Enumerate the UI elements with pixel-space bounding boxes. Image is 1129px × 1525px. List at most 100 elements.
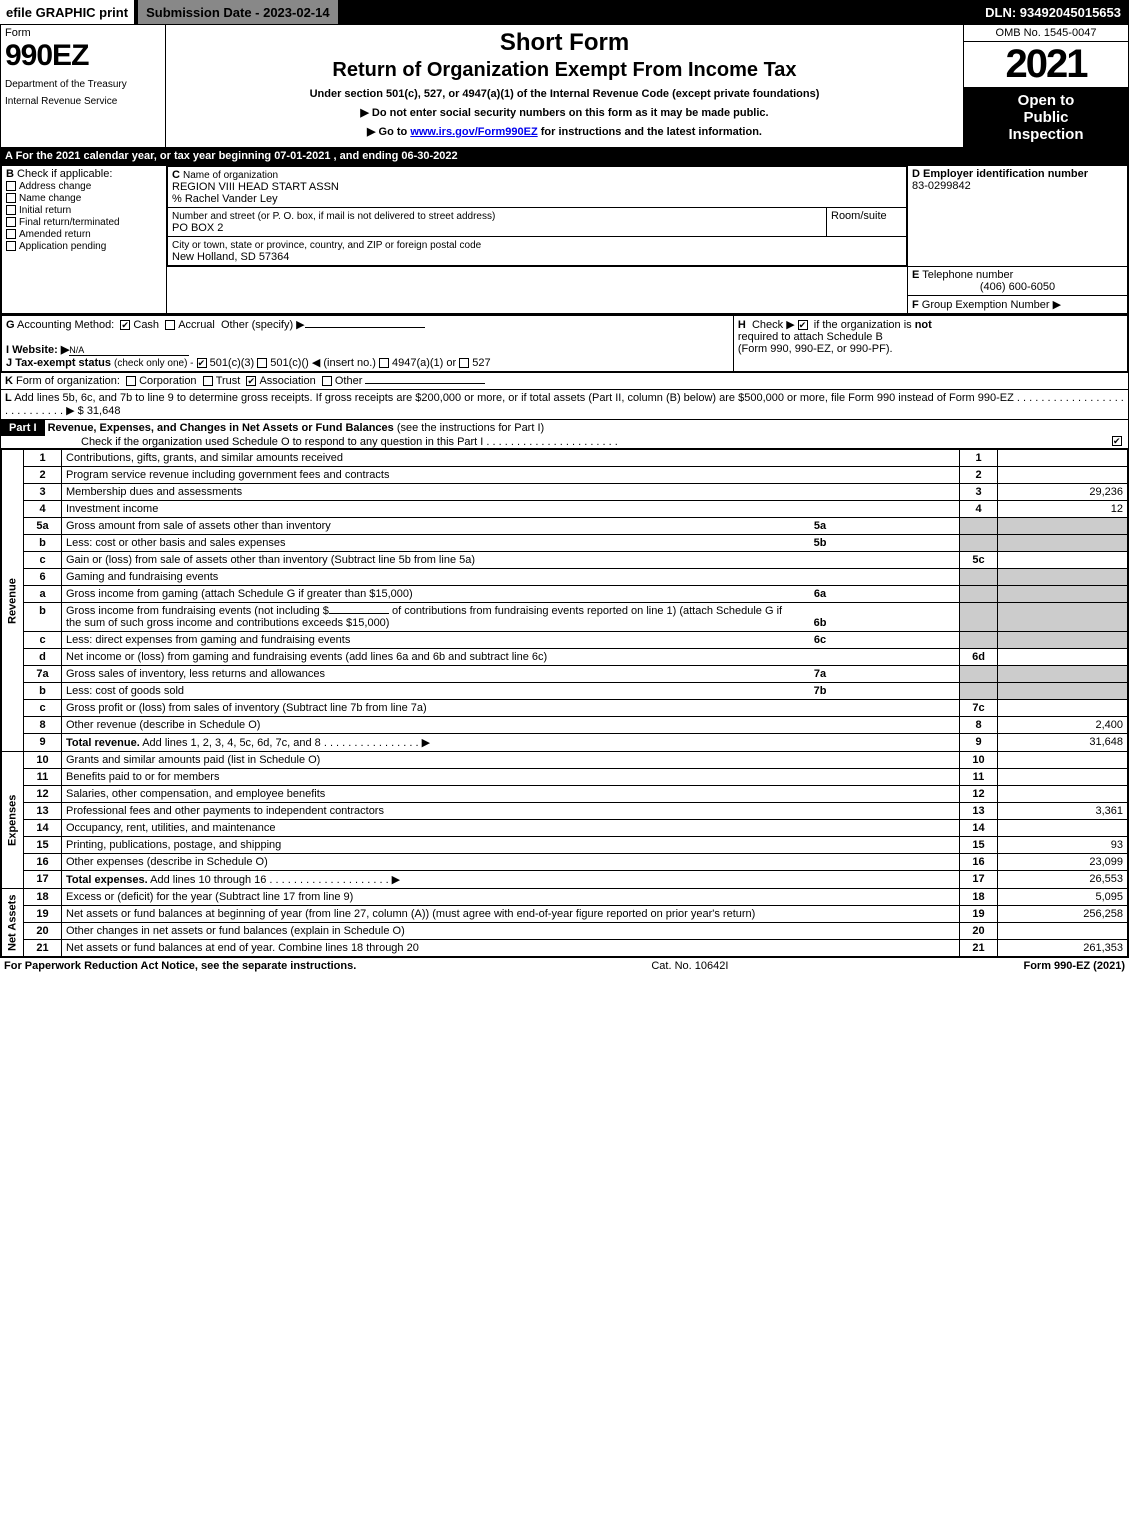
row-8-val: 2,400 bbox=[998, 717, 1128, 734]
row-6c-mid: 6c bbox=[801, 632, 839, 648]
row-5b-mid: 5b bbox=[801, 535, 839, 551]
footer-right-form: 990-EZ bbox=[1054, 960, 1090, 972]
row-17-t2: Add lines 10 through 16 bbox=[148, 874, 267, 886]
row-19-num: 19 bbox=[24, 906, 62, 923]
row-16-rn: 16 bbox=[960, 854, 998, 871]
checkbox-address-change[interactable] bbox=[6, 181, 16, 191]
row-21-num: 21 bbox=[24, 940, 62, 957]
checkbox-h[interactable] bbox=[798, 320, 808, 330]
checkbox-cash[interactable] bbox=[120, 320, 130, 330]
row-19-rn: 19 bbox=[960, 906, 998, 923]
row-6c-num: c bbox=[24, 632, 62, 649]
checkbox-amended[interactable] bbox=[6, 229, 16, 239]
line-h-t4: (Form 990, 990-EZ, or 990-PF). bbox=[738, 343, 893, 355]
checkbox-4947[interactable] bbox=[379, 358, 389, 368]
row-8-text: Other revenue (describe in Schedule O) bbox=[62, 717, 960, 734]
line-j-sub: (check only one) - bbox=[114, 358, 193, 369]
row-3-rn: 3 bbox=[960, 484, 998, 501]
row-7b-mid: 7b bbox=[801, 683, 839, 699]
checkbox-name-change[interactable] bbox=[6, 193, 16, 203]
checkbox-501c3[interactable] bbox=[197, 358, 207, 368]
row-10-val bbox=[998, 752, 1128, 769]
row-18-rn: 18 bbox=[960, 889, 998, 906]
line-i-label: I bbox=[6, 344, 9, 356]
row-14-val bbox=[998, 820, 1128, 837]
row-12-rn: 12 bbox=[960, 786, 998, 803]
row-13-rn: 13 bbox=[960, 803, 998, 820]
part1-sub: (see the instructions for Part I) bbox=[397, 422, 544, 434]
opt-assoc: Association bbox=[259, 375, 315, 387]
row-16-num: 16 bbox=[24, 854, 62, 871]
sub3-post: for instructions and the latest informat… bbox=[538, 126, 762, 138]
row-7c-text: Gross profit or (loss) from sales of inv… bbox=[62, 700, 960, 717]
sidebar-net-assets: Net Assets bbox=[2, 889, 24, 957]
row-5a-mid: 5a bbox=[801, 518, 839, 534]
checkbox-final-return[interactable] bbox=[6, 217, 16, 227]
row-9-text: Total revenue. Add lines 1, 2, 3, 4, 5c,… bbox=[62, 734, 960, 752]
row-11-val bbox=[998, 769, 1128, 786]
row-8-rn: 8 bbox=[960, 717, 998, 734]
row-17-val: 26,553 bbox=[998, 871, 1128, 889]
inspect-line2: Public bbox=[968, 109, 1124, 126]
row-2-text: Program service revenue including govern… bbox=[62, 467, 960, 484]
row-10-rn: 10 bbox=[960, 752, 998, 769]
row-5b-num: b bbox=[24, 535, 62, 552]
checkbox-initial-return[interactable] bbox=[6, 205, 16, 215]
checkbox-trust[interactable] bbox=[203, 376, 213, 386]
row-7a-midval bbox=[839, 666, 959, 682]
checkbox-pending[interactable] bbox=[6, 241, 16, 251]
row-14-text: Occupancy, rent, utilities, and maintena… bbox=[62, 820, 960, 837]
row-10-text: Grants and similar amounts paid (list in… bbox=[62, 752, 960, 769]
row-12-num: 12 bbox=[24, 786, 62, 803]
checkbox-accrual[interactable] bbox=[165, 320, 175, 330]
checkbox-501c[interactable] bbox=[257, 358, 267, 368]
sidebar-expenses: Expenses bbox=[2, 752, 24, 889]
checkbox-corp[interactable] bbox=[126, 376, 136, 386]
checkbox-part1-o[interactable] bbox=[1112, 436, 1122, 446]
row-6a-shade1 bbox=[960, 586, 998, 603]
omb-number: OMB No. 1545-0047 bbox=[964, 25, 1128, 42]
row-6d-text: Net income or (loss) from gaming and fun… bbox=[62, 649, 960, 666]
row-3-text: Membership dues and assessments bbox=[62, 484, 960, 501]
row-6b-t1: Gross income from fundraising events (no… bbox=[66, 605, 329, 617]
line-l-value: $ 31,648 bbox=[78, 405, 121, 417]
box-c: C Name of organizationREGION VIII HEAD S… bbox=[167, 166, 908, 267]
row-10-num: 10 bbox=[24, 752, 62, 769]
irs-link[interactable]: www.irs.gov/Form990EZ bbox=[410, 126, 537, 138]
row-1-rn: 1 bbox=[960, 450, 998, 467]
header-middle: Short Form Return of Organization Exempt… bbox=[166, 25, 964, 148]
footer-right: Form 990-EZ (2021) bbox=[1023, 960, 1125, 972]
checkbox-other-org[interactable] bbox=[322, 376, 332, 386]
opt-other: Other (specify) ▶ bbox=[221, 319, 305, 331]
opt-527: 527 bbox=[472, 357, 490, 369]
opt-cash: Cash bbox=[133, 319, 159, 331]
row-6b-blank[interactable] bbox=[329, 613, 389, 614]
checkbox-assoc[interactable] bbox=[246, 376, 256, 386]
opt-501c: 501(c)( bbox=[270, 357, 305, 369]
row-7a-mid: 7a bbox=[801, 666, 839, 682]
row-17-t: Total expenses. bbox=[66, 874, 148, 886]
row-5b-shade1 bbox=[960, 535, 998, 552]
row-6c-shade1 bbox=[960, 632, 998, 649]
row-13-val: 3,361 bbox=[998, 803, 1128, 820]
row-6c-text: Less: direct expenses from gaming and fu… bbox=[62, 632, 801, 648]
row-7a-num: 7a bbox=[24, 666, 62, 683]
other-specify-line[interactable] bbox=[305, 327, 425, 328]
line-l-label: L bbox=[5, 392, 12, 404]
header-right-omb: OMB No. 1545-0047 2021 bbox=[964, 25, 1129, 88]
opt-other-org: Other bbox=[335, 375, 363, 387]
row-18-num: 18 bbox=[24, 889, 62, 906]
row-6c-midval bbox=[839, 632, 959, 648]
row-9-rn: 9 bbox=[960, 734, 998, 752]
line-k-label: K bbox=[5, 375, 13, 387]
other-org-line[interactable] bbox=[365, 383, 485, 384]
checkbox-527[interactable] bbox=[459, 358, 469, 368]
opt-pending: Application pending bbox=[19, 241, 106, 252]
org-city: New Holland, SD 57364 bbox=[172, 251, 289, 263]
row-5c-num: c bbox=[24, 552, 62, 569]
opt-501c-b: ) ◀ (insert no.) bbox=[305, 357, 376, 369]
opt-trust: Trust bbox=[216, 375, 241, 387]
row-7b-midval bbox=[839, 683, 959, 699]
form-number: 990EZ bbox=[5, 39, 88, 72]
row-9-t2: Add lines 1, 2, 3, 4, 5c, 6d, 7c, and 8 bbox=[140, 737, 321, 749]
